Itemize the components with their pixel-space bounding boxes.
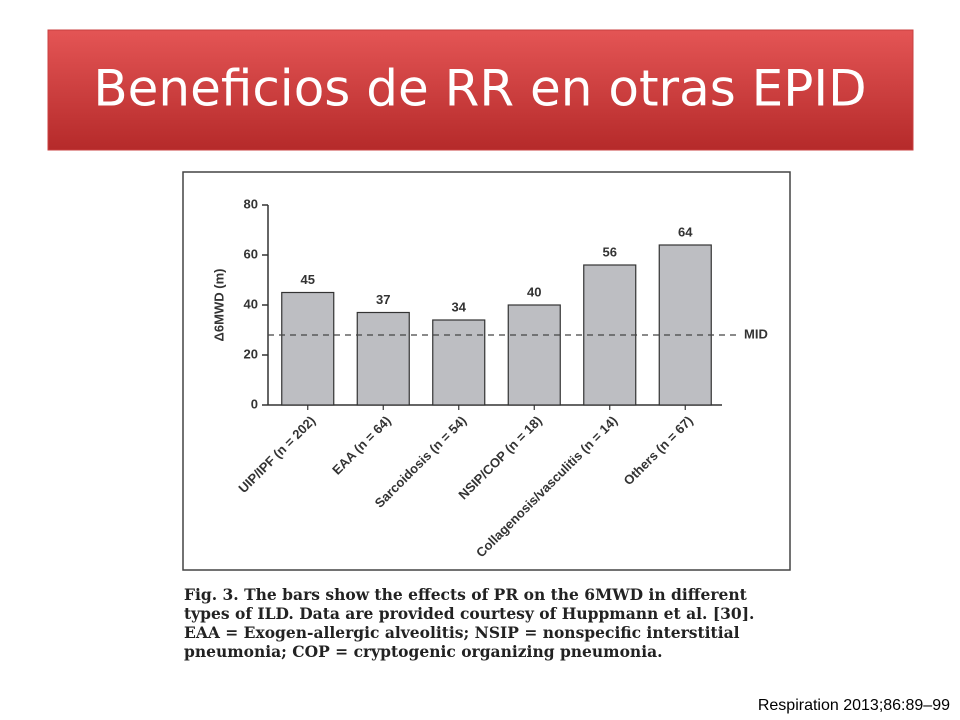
caption-text: The bars show the effects of PR on the 6… [184, 585, 755, 661]
y-tick-label: 80 [244, 196, 258, 211]
title-banner [47, 29, 914, 151]
y-tick-label: 60 [244, 246, 258, 261]
value-label: 40 [527, 284, 541, 299]
y-tick-label: 20 [244, 346, 258, 361]
caption-label: Fig. 3. [184, 585, 239, 604]
bar [432, 319, 486, 406]
value-label: 37 [376, 292, 390, 307]
y-tick-label: 40 [244, 296, 258, 311]
caption: Fig. 3. The bars show the effects of PR … [184, 585, 794, 661]
reference-label: MID [744, 326, 768, 341]
citation: Respiration 2013;86:89–99 [758, 697, 950, 714]
value-label: 56 [603, 244, 617, 259]
value-label: 45 [301, 272, 315, 287]
bar [281, 291, 335, 406]
value-label: 34 [452, 299, 467, 314]
slide-title: Beneficios de RR en otras EPID [93, 60, 866, 118]
bar [507, 304, 561, 406]
value-label: 64 [678, 224, 693, 239]
y-axis-label: Δ6MWD (m) [211, 269, 226, 342]
y-tick-label: 0 [251, 396, 258, 411]
bar [658, 244, 712, 406]
bar [356, 311, 410, 406]
